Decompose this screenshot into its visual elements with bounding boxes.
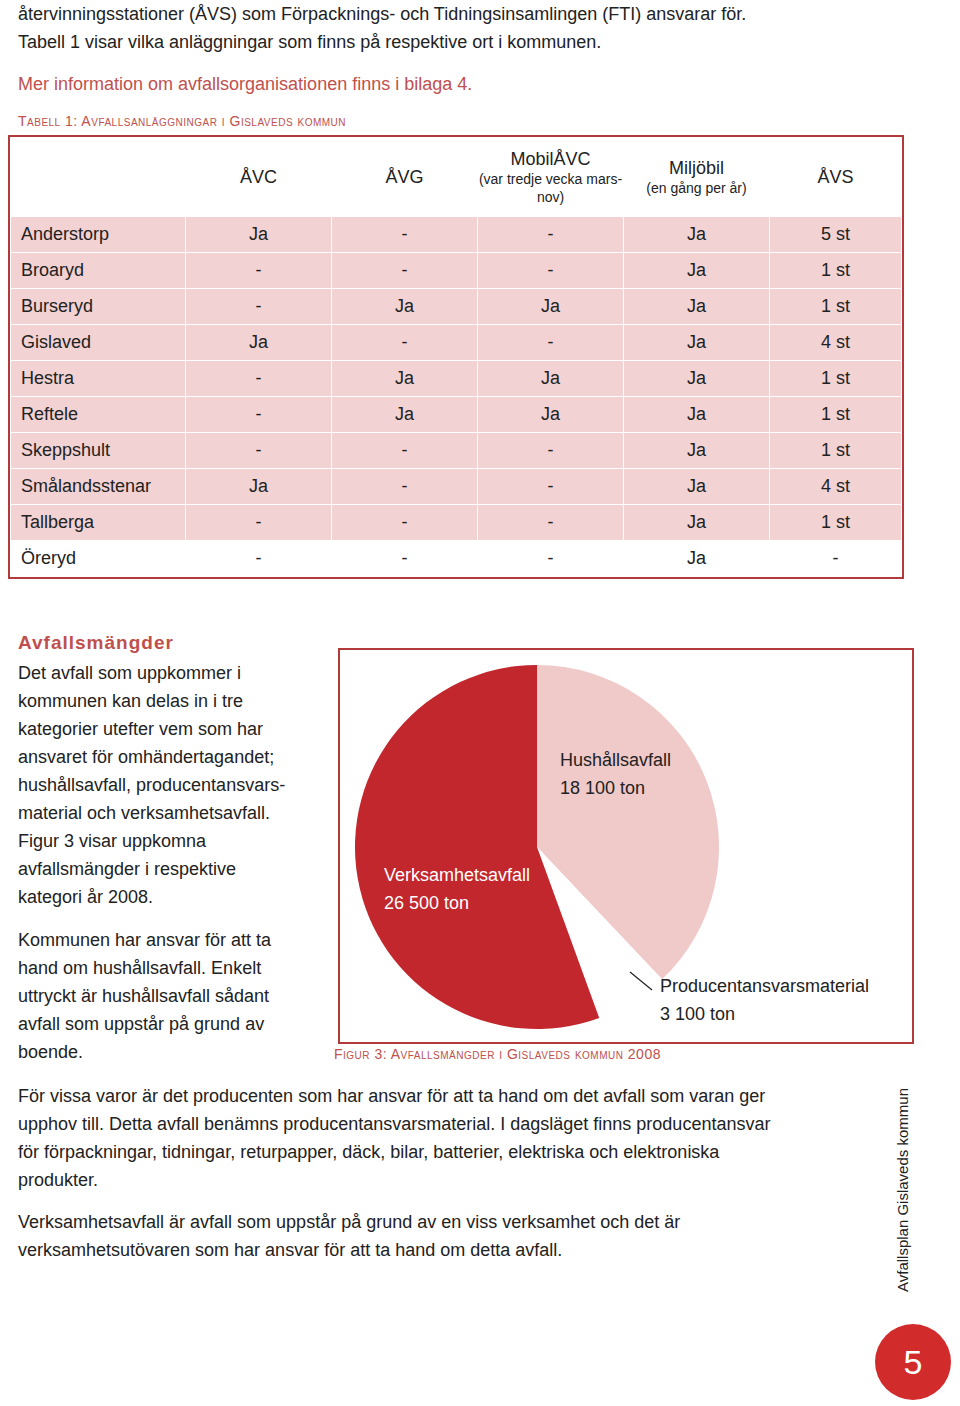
- html-text:5: 5: [903, 1343, 923, 1381]
- html-text:Hestra: Hestra: [21, 368, 74, 388]
- html-text:1 st: 1 st: [821, 368, 850, 388]
- html-text:Ja: Ja: [687, 440, 706, 460]
- html-text:avfall som uppstår på grund av: avfall som uppstår på grund av: [18, 1014, 265, 1034]
- html-text:ÅVG: ÅVG: [385, 166, 424, 187]
- html-text:Ja: Ja: [687, 404, 706, 424]
- svg-text:Hushållsavfall18 100 ton: Hushållsavfall18 100 ton: [560, 750, 671, 798]
- html-text:Mer information om avfallsorga: Mer information om avfallsorganisationen…: [18, 74, 473, 94]
- html-text:kategorier utefter vem som har: kategorier utefter vem som har: [18, 719, 264, 739]
- html-text:1 st: 1 st: [821, 440, 850, 460]
- html-text:1 st: 1 st: [821, 296, 850, 316]
- html-text:Öreryd: Öreryd: [21, 548, 76, 568]
- svg-text:Producentansvarsmaterial3 100: Producentansvarsmaterial3 100 ton: [660, 976, 869, 1024]
- html-text:material och verksamhetsavfall: material och verksamhetsavfall.: [18, 803, 271, 823]
- html-text:Ja: Ja: [687, 296, 706, 316]
- html-text:Ja: Ja: [541, 368, 560, 388]
- html-text:Ja: Ja: [687, 368, 706, 388]
- html-text:Ja: Ja: [395, 296, 414, 316]
- html-text:verksamhetsutövaren som har an: verksamhetsutövaren som har ansvar för a…: [18, 1240, 563, 1260]
- html-text:Ja: Ja: [541, 296, 560, 316]
- html-text:Ja: Ja: [687, 224, 706, 244]
- html-text:Ja: Ja: [687, 548, 706, 568]
- html-text:1 st: 1 st: [821, 260, 850, 280]
- html-text:hushållsavfall, producentansva: hushållsavfall, producentansvars-: [18, 775, 286, 795]
- html-text:1 st: 1 st: [821, 404, 850, 424]
- html-text:(en gång per år): (en gång per år): [646, 179, 747, 196]
- html-text:Ja: Ja: [395, 404, 414, 424]
- html-text:Miljöbil: Miljöbil: [669, 157, 724, 178]
- html-text:Ja: Ja: [395, 368, 414, 388]
- html-text:Ja: Ja: [687, 512, 706, 532]
- html-text:Figur 3: Avfallsmängder i Gisl: Figur 3: Avfallsmängder i Gislaveds komm…: [334, 1046, 661, 1062]
- html-text:Gislaved: Gislaved: [21, 332, 91, 352]
- svg-text:Verksamhetsavfall26 500 ton: Verksamhetsavfall26 500 ton: [384, 865, 530, 913]
- html-text:Ja: Ja: [687, 260, 706, 280]
- html-text:(var tredje vecka mars-nov): (var tredje vecka mars-nov): [478, 170, 623, 205]
- html-text:Ja: Ja: [249, 332, 268, 352]
- html-text:MobilÅVC: MobilÅVC: [510, 148, 591, 169]
- html-text:Ja: Ja: [687, 476, 706, 496]
- html-text:Avfallsplan Gislaveds kommun: Avfallsplan Gislaveds kommun: [893, 1088, 911, 1292]
- html-text:avfallsmängder i respektive: avfallsmängder i respektive: [18, 859, 237, 879]
- html-text:hand om hushållsavfall. Enkelt: hand om hushållsavfall. Enkelt: [18, 958, 262, 978]
- html-text:ÅVS: ÅVS: [817, 166, 854, 187]
- html-text:För vissa varor är det produce: För vissa varor är det producenten som h…: [18, 1086, 766, 1106]
- html-text:boende.: boende.: [18, 1042, 84, 1062]
- html-text:Broaryd: Broaryd: [21, 260, 84, 280]
- html-text:ansvaret för omhändertagandet;: ansvaret för omhändertagandet;: [18, 747, 275, 767]
- html-text:Anderstorp: Anderstorp: [21, 224, 110, 244]
- html-text:återvinningsstationer (ÅVS) so: återvinningsstationer (ÅVS) som Förpackn…: [18, 4, 747, 24]
- html-text:Reftele: Reftele: [21, 404, 78, 424]
- html-text:kategori år 2008.: kategori år 2008.: [18, 887, 154, 907]
- html-text:4 st: 4 st: [821, 476, 850, 496]
- html-text:1 st: 1 st: [821, 512, 850, 532]
- html-text:uttryckt är hushållsavfall såd: uttryckt är hushållsavfall sådant: [18, 986, 270, 1006]
- html-text:Ja: Ja: [249, 476, 268, 496]
- html-text:5 st: 5 st: [821, 224, 850, 244]
- html-text:upphov till. Detta avfall benä: upphov till. Detta avfall benämns produc…: [18, 1114, 771, 1134]
- html-text:Ja: Ja: [541, 404, 560, 424]
- html-text:för förpackningar, tidningar,: för förpackningar, tidningar, returpappe…: [18, 1142, 720, 1162]
- html-text:Avfallsmängder: Avfallsmängder: [18, 632, 174, 653]
- html-text:produkter.: produkter.: [18, 1170, 99, 1190]
- html-text:Ja: Ja: [249, 224, 268, 244]
- html-text:Tabell 1: Avfallsanläggningar: Tabell 1: Avfallsanläggningar i Gislaved…: [18, 113, 346, 129]
- html-text:Skeppshult: Skeppshult: [21, 440, 111, 460]
- html-text:Det avfall som uppkommer i: Det avfall som uppkommer i: [18, 663, 242, 683]
- html-text:ÅVC: ÅVC: [240, 166, 277, 187]
- html-text:4 st: 4 st: [821, 332, 850, 352]
- html-text:kommunen kan delas in i tre: kommunen kan delas in i tre: [18, 691, 244, 711]
- html-text:Tabell 1 visar vilka anläggnin: Tabell 1 visar vilka anläggningar som fi…: [18, 32, 602, 52]
- html-text:Ja: Ja: [687, 332, 706, 352]
- html-text:Smålandsstenar: Smålandsstenar: [21, 476, 152, 496]
- html-text:Tallberga: Tallberga: [21, 512, 94, 532]
- html-text:Figur 3 visar uppkomna: Figur 3 visar uppkomna: [18, 831, 207, 851]
- html-text:Burseryd: Burseryd: [21, 296, 93, 316]
- html-text:Kommunen har ansvar för att ta: Kommunen har ansvar för att ta: [18, 930, 272, 950]
- html-text:Verksamhetsavfall är avfall so: Verksamhetsavfall är avfall som uppstår …: [18, 1212, 681, 1232]
